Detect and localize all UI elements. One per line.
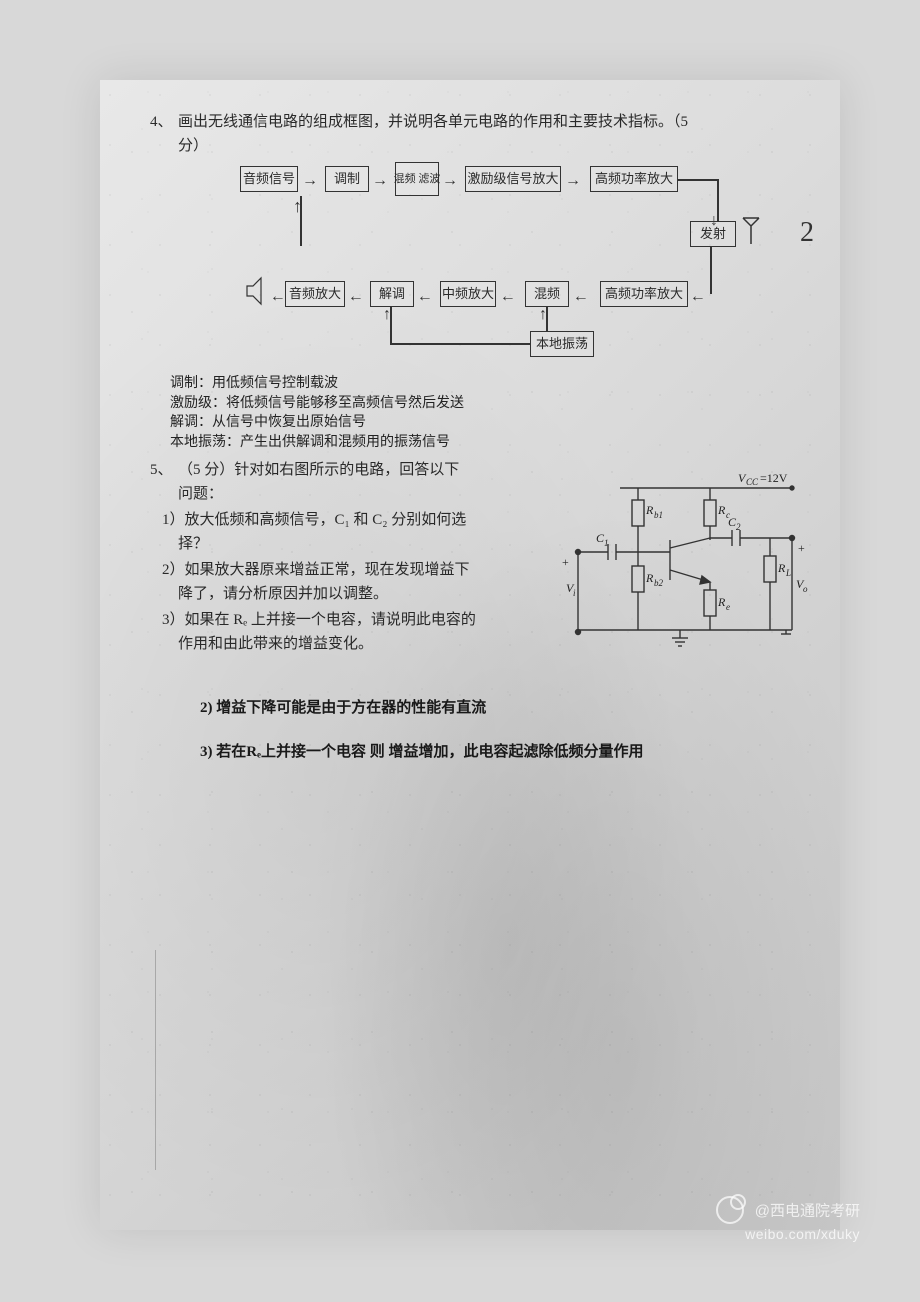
sub3b: 作用和由此带来的增益变化。 [178, 632, 568, 656]
svg-text:=12V: =12V [760, 471, 788, 485]
arrow-up-icon: ↑ [539, 302, 547, 328]
weibo-logo-icon [716, 1196, 744, 1224]
arrow-left-icon: → [573, 284, 589, 310]
box-if-amp: 中频放大 [440, 281, 496, 307]
sub2b: 降了，请分析原因并加以调整。 [178, 582, 568, 606]
answer-2: 2) 增益下降可能是由于方在器的性能有直流 [200, 696, 800, 720]
svg-text:R: R [645, 571, 654, 585]
svg-text:e: e [726, 602, 730, 612]
svg-text:R: R [717, 503, 726, 517]
box-hf-power-amp-rx: 高频功率放大 [600, 281, 688, 307]
svg-text:CC: CC [746, 477, 759, 487]
scanned-page: 4、 画出无线通信电路的组成框图，并说明各单元电路的作用和主要技术指标。（5 分… [100, 80, 840, 1230]
sub1b: 择？ [178, 532, 568, 556]
note-local-osc: 本地振荡：产生出供解调和混频用的振荡信号 [170, 433, 800, 453]
q5-sub1: 1）放大低频和高频信号，C₁ 和 C₂ 分别如何选 [162, 508, 552, 532]
connector-line [710, 247, 712, 294]
note-modulation: 调制：用低频信号控制载波 [170, 374, 800, 394]
box-audio-amp: 音频放大 [285, 281, 345, 307]
svg-text:R: R [645, 503, 654, 517]
answer-3: 3) 若在Rₑ上并接一个电容 则 增益增加，此电容起滤除低频分量作用 [200, 740, 800, 764]
arrow-left-icon: → [690, 284, 706, 310]
svg-text:1: 1 [604, 538, 609, 548]
connector-line [390, 343, 530, 345]
connector-line [678, 179, 718, 181]
q5-lead2: 问题： [178, 482, 568, 506]
q4-block-diagram: 音频信号 → 调制 → 混频 滤波 → 激励级信号放大 → 高频功率放大 ↓ 发… [190, 166, 800, 366]
arrow-left-icon: → [500, 284, 516, 310]
weibo-handle: @西电通院考研 [755, 1203, 860, 1220]
q4-number: 4、 [150, 110, 178, 134]
box-mixer: 混频 [525, 281, 569, 307]
arrow-icon: → [565, 168, 581, 194]
antenna-icon [740, 216, 762, 254]
arrow-icon: → [372, 168, 388, 194]
sub1-text: 放大低频和高频信号，C₁ 和 C₂ 分别如何选 [185, 512, 467, 528]
box-hf-power-amp: 高频功率放大 [590, 166, 678, 192]
note-demodulation: 解调：从信号中恢复出原始信号 [170, 413, 800, 433]
margin-line [155, 950, 156, 1170]
box-audio-signal: 音频信号 [240, 166, 298, 192]
q4-text-line2: 分） [178, 134, 800, 158]
note-driver: 激励级：将低频信号能够移至高频信号然后发送 [170, 394, 800, 414]
svg-text:o: o [803, 584, 808, 594]
box-mixer-filter: 混频 滤波 [395, 162, 439, 196]
box-local-oscillator: 本地振荡 [530, 331, 594, 357]
q5-number: 5、 [150, 458, 178, 482]
box-demodulation: 解调 [370, 281, 414, 307]
box-driver-amp: 激励级信号放大 [465, 166, 561, 192]
arrow-left-icon: → [348, 284, 364, 310]
sub1-num: 1） [162, 512, 185, 528]
q5-sub3: 3）如果在 Rₑ 上并接一个电容，请说明此电容的 [162, 608, 552, 632]
q5-circuit-diagram: V CC =12V Rb1 Rc C1 C2 Rb2 Re RL Vi Vo +… [560, 470, 810, 650]
arrow-icon: → [442, 168, 458, 194]
svg-text:b2: b2 [654, 578, 664, 588]
arrow-up-icon: ↑ [383, 302, 391, 328]
svg-text:b1: b1 [654, 510, 663, 520]
arrow-icon: → [302, 168, 318, 194]
circuit-svg: V CC =12V Rb1 Rc C1 C2 Rb2 Re RL Vi Vo +… [560, 470, 810, 650]
svg-text:+: + [798, 541, 805, 555]
q4-heading: 4、 画出无线通信电路的组成框图，并说明各单元电路的作用和主要技术指标。（5 [150, 110, 800, 134]
sub3-text: 如果在 Rₑ 上并接一个电容，请说明此电容的 [185, 612, 476, 628]
svg-text:2: 2 [736, 522, 741, 532]
q5-lead: （5 分）针对如右图所示的电路，回答以下 [178, 458, 568, 482]
weibo-watermark: @西电通院考研 weibo.com/xduky [716, 1196, 860, 1242]
margin-number: 2 [800, 211, 814, 256]
arrow-up-icon: ↑ [293, 192, 302, 221]
svg-text:+: + [562, 555, 569, 569]
svg-text:i: i [573, 588, 576, 598]
weibo-url: weibo.com/xduky [716, 1226, 860, 1242]
svg-text:L: L [785, 568, 791, 578]
q5-sub2: 2）如果放大器原来增益正常，现在发现增益下 [162, 558, 552, 582]
speaker-icon [245, 276, 271, 314]
arrow-left-icon: → [417, 284, 433, 310]
arrow-left-icon: → [270, 284, 286, 310]
svg-text:R: R [717, 595, 726, 609]
box-transmit: 发射 [690, 221, 736, 247]
q4-notes: 调制：用低频信号控制载波 激励级：将低频信号能够移至高频信号然后发送 解调：从信… [170, 374, 800, 452]
svg-text:R: R [777, 561, 786, 575]
box-modulation: 调制 [325, 166, 369, 192]
sub2-text: 如果放大器原来增益正常，现在发现增益下 [185, 562, 470, 578]
q4-text: 画出无线通信电路的组成框图，并说明各单元电路的作用和主要技术指标。（5 [178, 110, 800, 134]
sub2-num: 2） [162, 562, 185, 578]
sub3-num: 3） [162, 612, 185, 628]
